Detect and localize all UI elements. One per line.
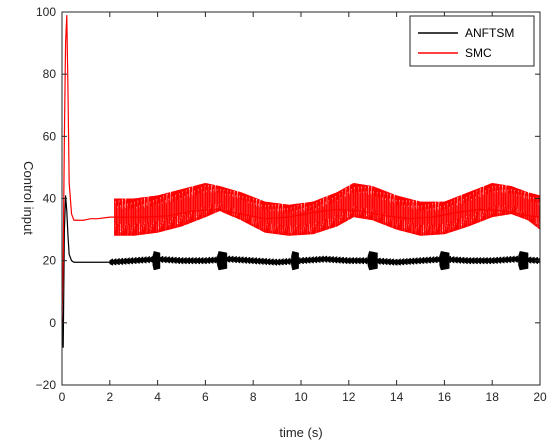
x-tick-label: 2 <box>106 390 113 404</box>
x-tick-label: 0 <box>59 390 66 404</box>
x-axis-label: time (s) <box>279 425 322 440</box>
x-tick-label: 20 <box>533 390 547 404</box>
x-tick-label: 12 <box>342 390 356 404</box>
x-tick-label: 16 <box>438 390 452 404</box>
y-tick-label: 20 <box>43 254 57 268</box>
x-tick-label: 18 <box>486 390 500 404</box>
x-tick-label: 8 <box>250 390 257 404</box>
y-axis-label: Control input <box>21 161 36 235</box>
series-anftsm-burst <box>291 251 299 271</box>
x-tick-label: 4 <box>154 390 161 404</box>
x-tick-label: 14 <box>390 390 404 404</box>
legend-label-anftsm: ANFTSM <box>465 26 514 40</box>
y-tick-label: 80 <box>43 67 57 81</box>
y-tick-label: 100 <box>36 5 56 19</box>
legend-box <box>409 15 535 67</box>
series-anftsm-burst <box>217 251 228 271</box>
x-tick-label: 10 <box>294 390 308 404</box>
y-tick-label: 0 <box>49 316 56 330</box>
y-tick-label: 60 <box>43 129 57 143</box>
series-line-smc <box>61 15 541 323</box>
legend: ANFTSM SMC <box>409 15 535 67</box>
series-anftsm-burst <box>518 251 529 271</box>
x-tick-label: 6 <box>202 390 209 404</box>
legend-label-smc: SMC <box>465 46 492 60</box>
series-layer <box>61 15 541 348</box>
series-anftsm-burst <box>152 251 161 271</box>
y-tick-label: 40 <box>43 192 57 206</box>
series-anftsm-burst <box>439 251 450 271</box>
y-tick-label: −20 <box>36 378 57 392</box>
series-anftsm-burst <box>367 251 378 271</box>
